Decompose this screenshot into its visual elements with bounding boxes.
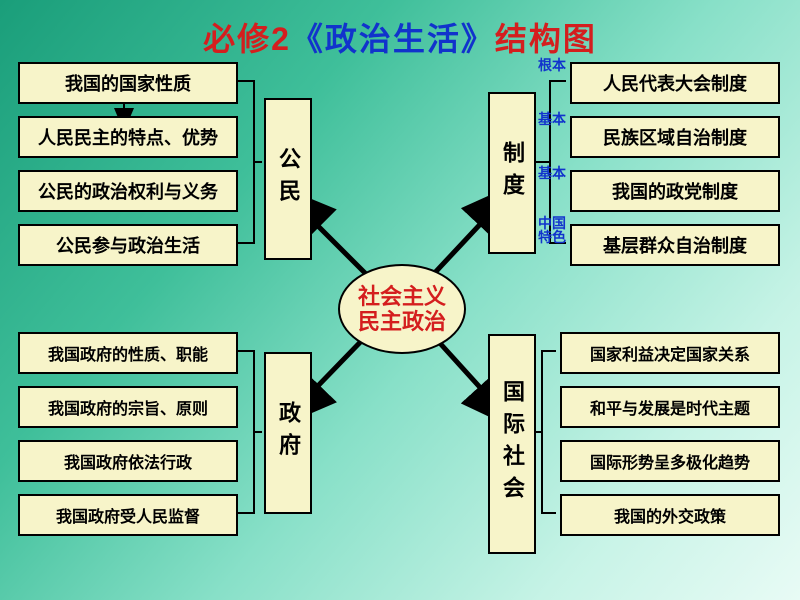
leaf-tr-3: 基层群众自治制度: [570, 224, 780, 266]
leaf-tr-2: 我国的政党制度: [570, 170, 780, 212]
mid-label: 制度: [496, 141, 528, 205]
mid-node-government: 政府: [264, 352, 312, 514]
leaf-bl-3: 我国政府受人民监督: [18, 494, 238, 536]
mid-node-system: 制度: [488, 92, 536, 254]
leaf-tl-3: 公民参与政治生活: [18, 224, 238, 266]
leaf-tr-1: 民族区域自治制度: [570, 116, 780, 158]
mid-label: 国际社会: [496, 380, 528, 508]
leaf-bl-0: 我国政府的性质、职能: [18, 332, 238, 374]
mid-node-international: 国际社会: [488, 334, 536, 554]
center-label: 社会主义 民主政治: [358, 284, 446, 335]
leaf-br-2: 国际形势呈多极化趋势: [560, 440, 780, 482]
label-2: 基本: [534, 166, 566, 180]
center-node: 社会主义 民主政治: [338, 264, 466, 354]
leaf-br-0: 国家利益决定国家关系: [560, 332, 780, 374]
label-3: 中国 特色: [534, 216, 566, 244]
mid-label: 公民: [272, 147, 304, 211]
label-0: 根本: [534, 58, 566, 72]
leaf-tl-0: 我国的国家性质: [18, 62, 238, 104]
leaf-tr-0: 人民代表大会制度: [570, 62, 780, 104]
mid-node-citizen: 公民: [264, 98, 312, 260]
label-1: 基本: [534, 112, 566, 126]
leaf-tl-1: 人民民主的特点、优势: [18, 116, 238, 158]
leaf-bl-2: 我国政府依法行政: [18, 440, 238, 482]
mid-label: 政府: [272, 401, 304, 465]
leaf-br-3: 我国的外交政策: [560, 494, 780, 536]
leaf-br-1: 和平与发展是时代主题: [560, 386, 780, 428]
leaf-tl-2: 公民的政治权利与义务: [18, 170, 238, 212]
leaf-bl-1: 我国政府的宗旨、原则: [18, 386, 238, 428]
